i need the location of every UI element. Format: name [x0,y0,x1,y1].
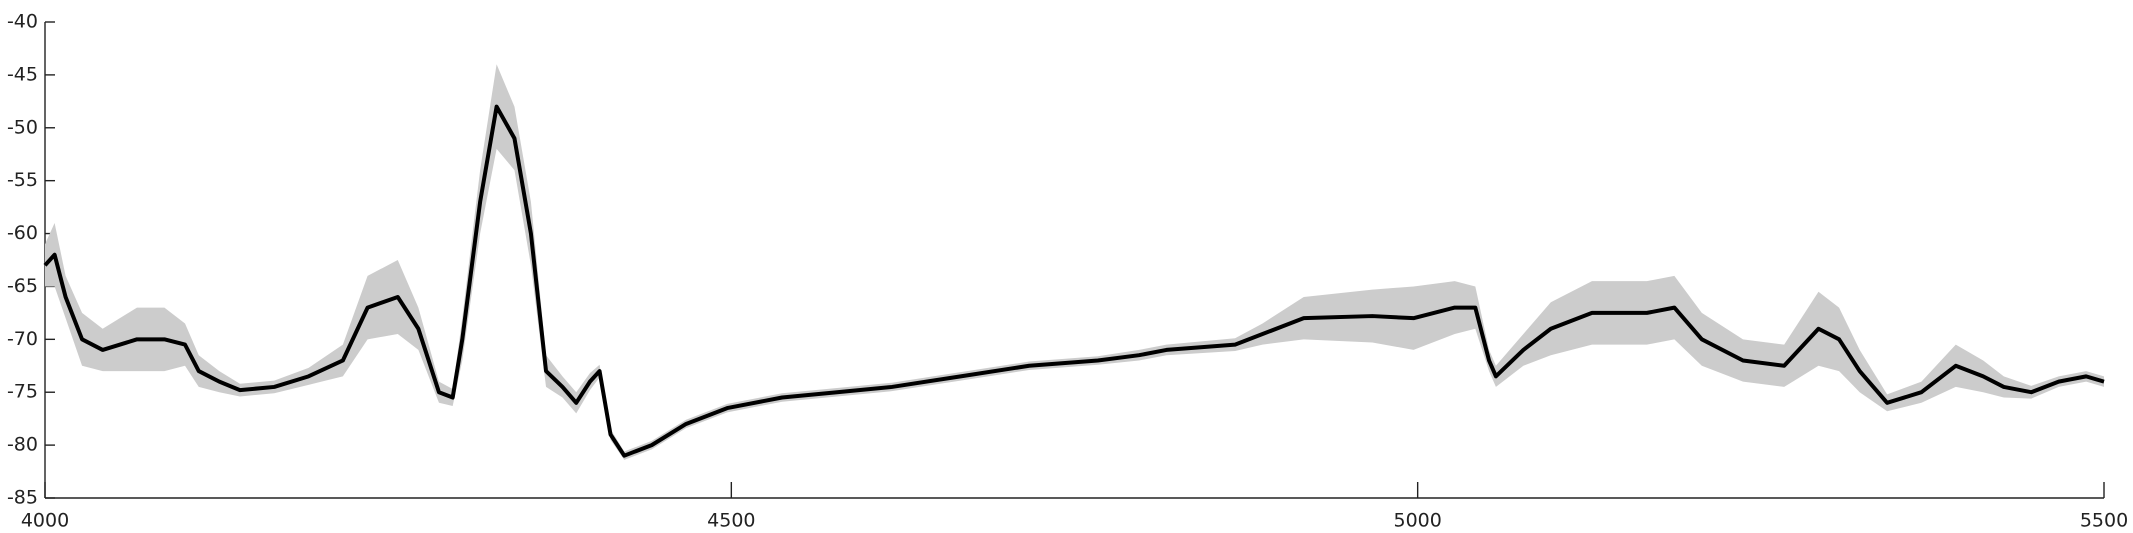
y-tick-label: -50 [7,116,38,138]
y-tick-label: -85 [7,487,38,509]
x-tick-label: 5500 [2080,510,2128,532]
y-tick-label: -65 [7,275,38,297]
y-tick-label: -55 [7,169,38,191]
data-line [43,104,2105,458]
y-tick-label: -75 [7,381,38,403]
x-tick-label: 5000 [1393,510,1441,532]
y-tick-label: -40 [7,11,38,33]
y-tick-label: -60 [7,222,38,244]
x-tick-label: 4000 [21,510,69,532]
y-tick-label: -45 [7,63,38,85]
y-tick-label: -70 [7,328,38,350]
x-tick-label: 4500 [707,510,755,532]
y-tick-label: -80 [7,434,38,456]
range-band [45,64,2104,460]
